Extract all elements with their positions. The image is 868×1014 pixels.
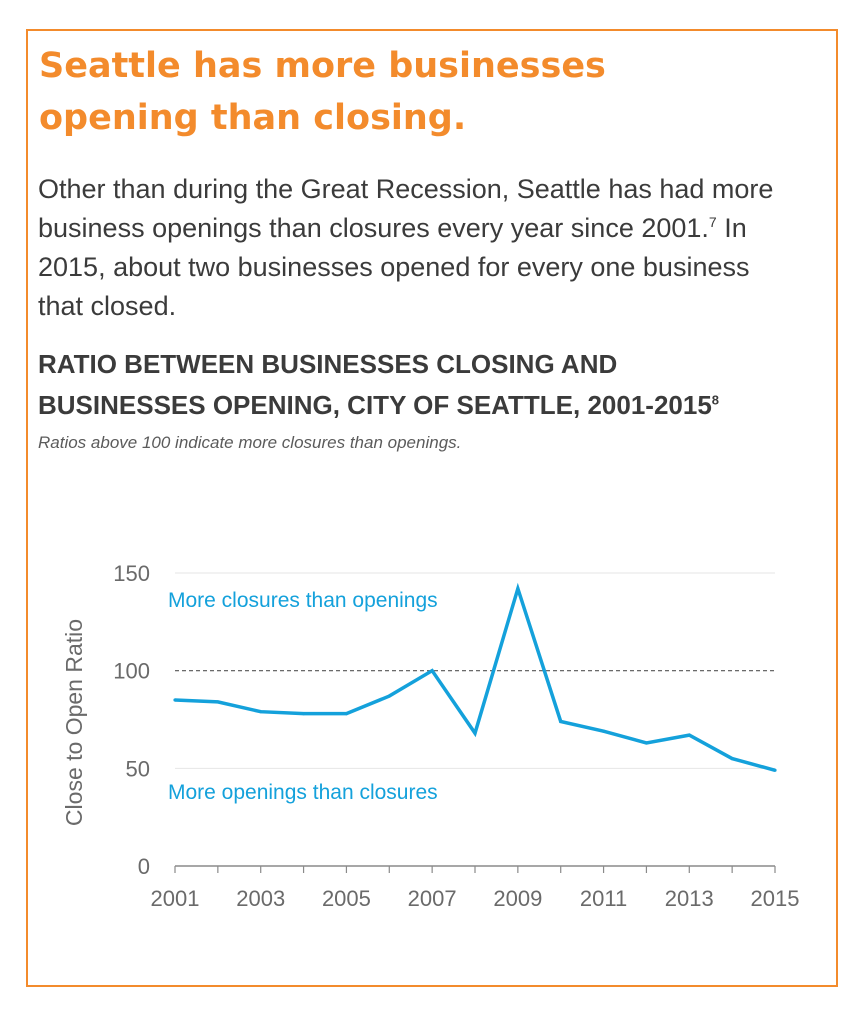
data-point <box>516 587 520 591</box>
data-point <box>601 729 606 733</box>
data-point <box>301 712 306 716</box>
x-tick-label: 2001 <box>151 886 200 911</box>
summary-part-2: In 2015, about two businesses opened for… <box>38 213 750 321</box>
x-tick-label: 2005 <box>322 886 371 911</box>
chart-card <box>26 29 838 987</box>
annotation-below: More openings than closures <box>168 781 438 804</box>
summary-part-1: Other than during the Great Recession, S… <box>38 174 774 243</box>
headline-line-1: Seattle has more businesses <box>39 46 606 86</box>
chart-note: Ratios above 100 indicate more closures … <box>38 433 462 452</box>
y-tick-label: 0 <box>138 854 150 879</box>
x-tick-label: 2013 <box>665 886 714 911</box>
data-point <box>473 731 477 735</box>
x-tick-label: 2007 <box>408 886 457 911</box>
x-tick-label: 2015 <box>751 886 800 911</box>
chart-footnote-marker: 8 <box>711 392 720 408</box>
data-point <box>559 719 563 724</box>
y-tick-label: 50 <box>126 756 150 781</box>
series-line <box>174 582 776 772</box>
data-point <box>259 710 263 714</box>
headline: Seattle has more businesses opening than… <box>39 40 759 144</box>
chart-title-line-2: BUSINESSES OPENING, CITY OF SEATTLE, 200… <box>38 390 712 420</box>
annotation-above: More closures than openings <box>168 589 438 612</box>
data-point <box>430 669 434 673</box>
data-point <box>644 741 649 745</box>
data-point <box>687 733 691 737</box>
x-tick-label: 2009 <box>493 886 542 911</box>
y-axis-title: Close to Open Ratio <box>61 619 87 826</box>
data-point <box>730 756 734 761</box>
summary-text: Other than during the Great Recession, S… <box>38 170 788 326</box>
data-point <box>344 712 349 716</box>
y-tick-label: 150 <box>113 561 150 586</box>
data-point <box>216 700 220 704</box>
headline-line-2: opening than closing. <box>39 98 467 138</box>
y-tick-label: 100 <box>113 659 150 684</box>
data-point <box>387 694 391 698</box>
footnote-marker: 7 <box>708 214 717 230</box>
x-tick-label: 2003 <box>236 886 285 911</box>
chart-title: RATIO BETWEEN BUSINESSES CLOSING AND BUS… <box>38 344 798 426</box>
x-tick-label: 2011 <box>580 886 627 911</box>
data-point <box>173 698 177 702</box>
data-point <box>773 768 777 772</box>
chart-title-line-1: RATIO BETWEEN BUSINESSES CLOSING AND <box>38 349 618 379</box>
